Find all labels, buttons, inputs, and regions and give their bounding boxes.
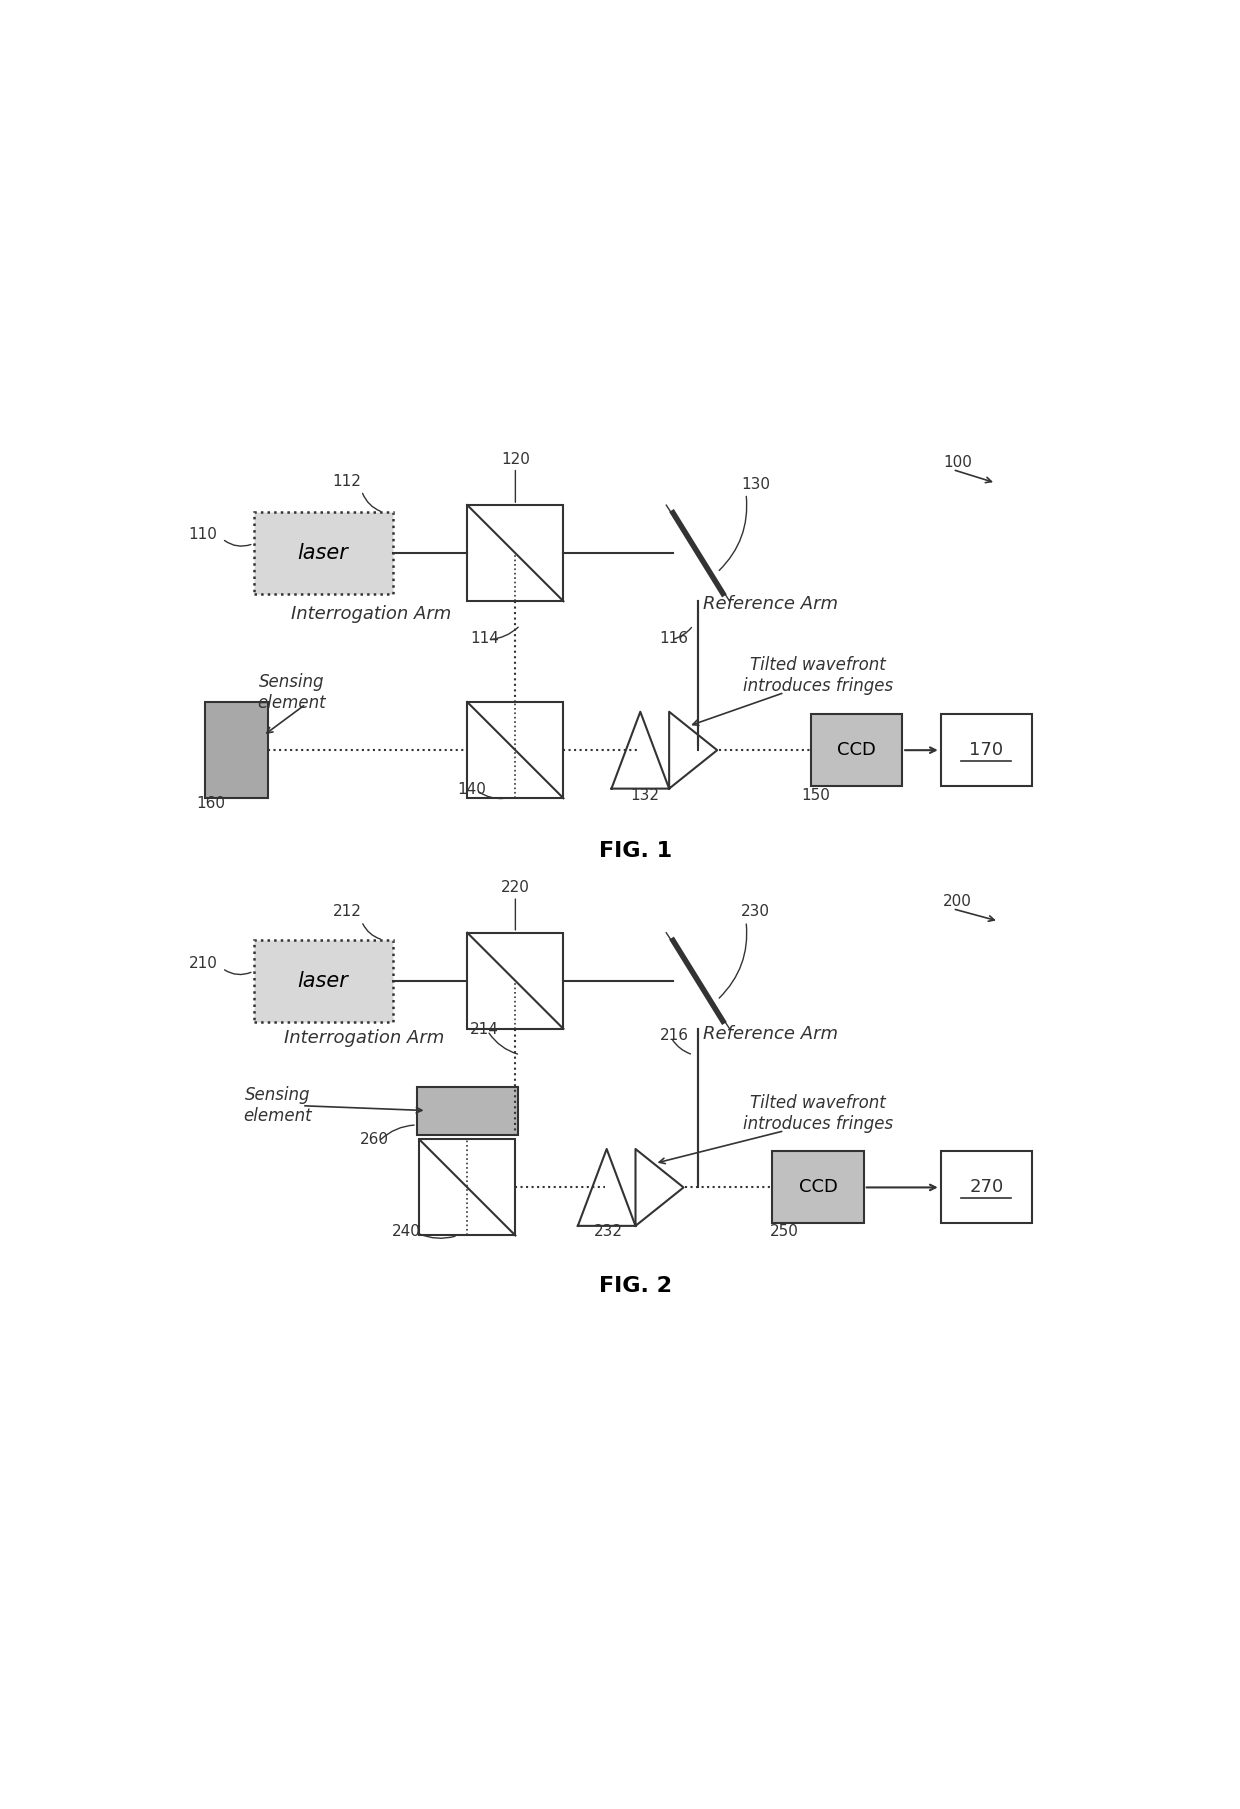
Bar: [467, 505, 563, 601]
Text: 232: 232: [594, 1225, 622, 1239]
Text: FIG. 1: FIG. 1: [599, 841, 672, 861]
Text: 130: 130: [742, 478, 770, 492]
Text: 200: 200: [942, 894, 972, 908]
Text: Interrogation Arm: Interrogation Arm: [291, 604, 451, 622]
Text: 150: 150: [802, 789, 831, 803]
Text: 270: 270: [970, 1178, 1003, 1196]
FancyBboxPatch shape: [253, 512, 393, 593]
Text: Sensing
element: Sensing element: [257, 673, 326, 713]
Text: 216: 216: [660, 1028, 688, 1044]
Bar: [773, 1151, 864, 1223]
Text: 170: 170: [970, 742, 1003, 760]
Bar: [941, 1151, 1032, 1223]
Text: 214: 214: [470, 1022, 498, 1037]
Text: 110: 110: [188, 526, 217, 541]
Text: 120: 120: [501, 452, 529, 467]
FancyBboxPatch shape: [253, 941, 393, 1022]
Bar: [206, 702, 268, 798]
Text: 240: 240: [392, 1225, 422, 1239]
Text: 250: 250: [770, 1225, 799, 1239]
Text: CCD: CCD: [837, 742, 875, 760]
Text: 140: 140: [458, 781, 486, 798]
Text: 112: 112: [332, 474, 362, 488]
Text: laser: laser: [298, 543, 348, 563]
Bar: [811, 715, 903, 787]
Text: 212: 212: [332, 904, 362, 919]
Text: 114: 114: [470, 631, 498, 646]
Bar: [467, 933, 563, 1029]
Text: FIG. 2: FIG. 2: [599, 1277, 672, 1297]
Bar: [417, 1087, 518, 1134]
Text: 100: 100: [942, 454, 972, 470]
Text: Interrogation Arm: Interrogation Arm: [284, 1029, 445, 1047]
Text: Tilted wavefront
introduces fringes: Tilted wavefront introduces fringes: [743, 1094, 893, 1132]
Text: Reference Arm: Reference Arm: [703, 595, 837, 613]
Text: CCD: CCD: [799, 1178, 837, 1196]
Text: 220: 220: [501, 881, 529, 895]
Bar: [941, 715, 1032, 787]
Text: 210: 210: [188, 957, 217, 971]
Text: 116: 116: [660, 631, 688, 646]
Bar: [419, 1140, 516, 1236]
Text: Sensing
element: Sensing element: [244, 1087, 312, 1125]
Bar: [467, 702, 563, 798]
Text: laser: laser: [298, 971, 348, 991]
Text: 260: 260: [360, 1132, 388, 1147]
Text: Tilted wavefront
introduces fringes: Tilted wavefront introduces fringes: [743, 657, 893, 695]
Text: 132: 132: [631, 789, 660, 803]
Text: Reference Arm: Reference Arm: [703, 1024, 837, 1042]
Text: 230: 230: [742, 904, 770, 919]
Text: 160: 160: [196, 796, 226, 810]
